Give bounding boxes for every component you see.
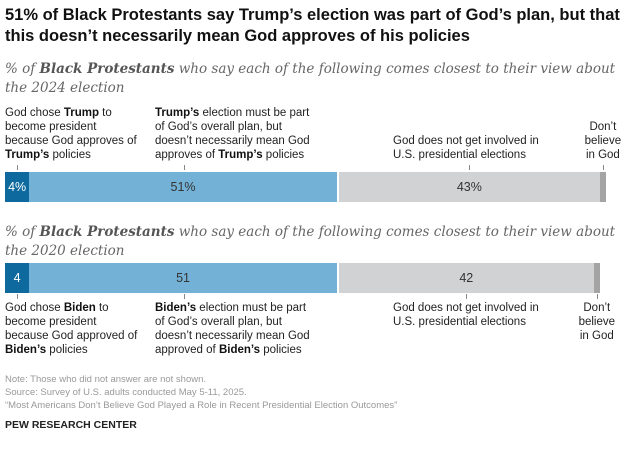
source: Source: Survey of U.S. adults conducted … [5,387,247,398]
report-title: “Most Americans Don’t Believe God Played… [5,400,398,411]
label-chose: God chose Biden to become president beca… [5,302,138,356]
data-label: 51% [170,180,196,194]
data-label: 51 [176,271,190,285]
tick-chose [17,294,18,299]
label-plan: Biden’s election must be part of God’s o… [155,302,310,356]
tick-not-involved [469,165,470,170]
label-chose: God chose Trump to become president beca… [5,107,137,161]
note: Note: Those who did not answer are not s… [5,374,207,385]
tick-plan [184,165,185,170]
bar-not-involved: 42 [338,263,594,293]
bar-dont-believe [593,263,600,293]
data-label: 42 [459,271,474,285]
tick-plan [184,294,185,299]
label-dont-believe: Don’t believe in God [584,121,622,161]
tick-dont-believe [603,165,604,170]
label-not-involved: God does not get involved in U.S. presid… [393,302,539,328]
label-plan: Trump’s election must be part of God’s o… [155,107,310,161]
data-label: 4% [8,180,27,194]
data-label: 4 [13,271,21,285]
data-label: 43% [456,180,482,194]
bar-dont-believe [599,172,606,202]
tick-not-involved [466,294,467,299]
label-not-involved: God does not get involved in U.S. presid… [393,135,539,161]
tick-dont-believe [597,294,598,299]
chart-subtitle: % of Black Protestants who say each of t… [5,224,616,259]
tick-chose [17,165,18,170]
bar-not-involved: 43% [338,172,600,202]
bar-plan: 51% [29,172,337,202]
bar-plan: 51 [29,263,337,293]
label-dont-believe: Don’t believe in God [578,302,616,342]
chart-title: 51% of Black Protestants say Trump’s ele… [5,6,620,45]
bar-chose: 4% [5,172,30,202]
chart-subtitle: % of Black Protestants who say each of t… [5,61,616,96]
bar-chose: 4 [5,263,30,293]
pew-logo: PEW RESEARCH CENTER [5,419,137,431]
